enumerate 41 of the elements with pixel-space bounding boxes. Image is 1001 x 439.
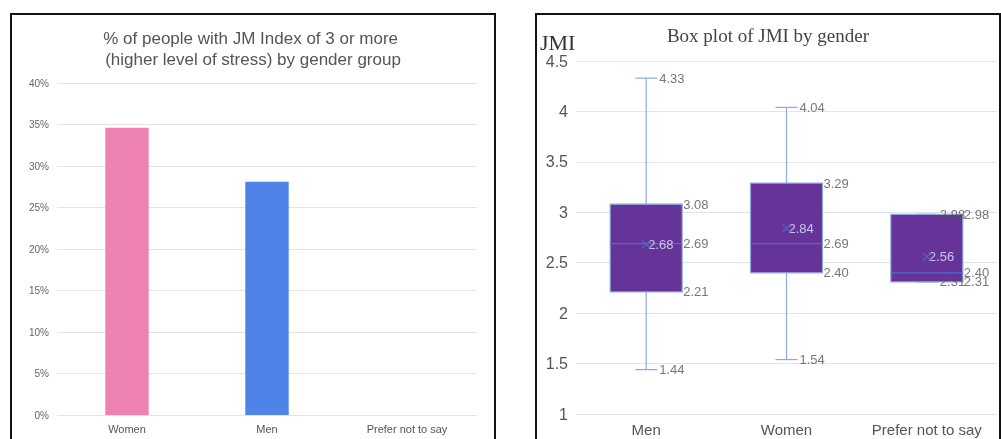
- y-tick-label: 20%: [28, 243, 50, 255]
- x-tick-label: Prefer not to say: [366, 422, 448, 435]
- y-tick-label: 0%: [34, 409, 50, 421]
- y-tick-label: 35%: [28, 119, 50, 130]
- chart-title: Box plot of JMI by gender: [666, 25, 870, 46]
- y-tick-label: 5%: [34, 368, 50, 379]
- annotation: 2.98: [939, 206, 966, 222]
- x-tick-label: Men: [631, 421, 661, 438]
- y-tick-label: 15%: [28, 285, 50, 296]
- annotation: 2.69: [683, 236, 709, 252]
- annotation: 1.54: [799, 352, 825, 368]
- annotation: 1.44: [659, 362, 685, 378]
- y-tick-label: 3.5: [545, 153, 569, 171]
- y-tick-label: 4: [559, 102, 569, 120]
- annotation: 3.29: [823, 175, 849, 191]
- annotation: 4.33: [659, 70, 685, 86]
- y-tick-label: 30%: [28, 160, 50, 172]
- annotation: 2.69: [823, 236, 849, 252]
- annotation: 2.98: [963, 206, 990, 222]
- y-tick-label: 25%: [28, 202, 50, 213]
- chart-title: % of people with JM Index of 3 or more (higher level of stress) by gender group: [103, 29, 403, 69]
- y-tick-label: 2.5: [545, 254, 569, 272]
- y-tick-label: 40%: [28, 77, 50, 89]
- x-tick-label: Women: [760, 421, 813, 438]
- y-tick-label: 1.5: [545, 355, 569, 373]
- y-tick-label: 1: [559, 405, 569, 423]
- y-tick-label: 3: [559, 203, 569, 221]
- y-tick-label: 2: [559, 304, 569, 322]
- annotation: 2.21: [683, 284, 709, 300]
- annotation: 2.84: [788, 220, 814, 236]
- x-tick-label: Prefer not to say: [871, 421, 983, 438]
- y-axis-title: JMI: [540, 29, 576, 55]
- annotation: 4.04: [799, 99, 825, 115]
- annotation: 2.40: [823, 265, 849, 281]
- y-tick-label: 4.5: [545, 52, 569, 70]
- y-tick-label: 10%: [28, 326, 50, 338]
- x-tick-label: Men: [256, 422, 278, 435]
- annotation: 2.56: [928, 249, 955, 265]
- x-tick-label: Women: [108, 422, 146, 435]
- annotation: 3.08: [683, 196, 709, 212]
- annotation: 2.68: [648, 237, 674, 253]
